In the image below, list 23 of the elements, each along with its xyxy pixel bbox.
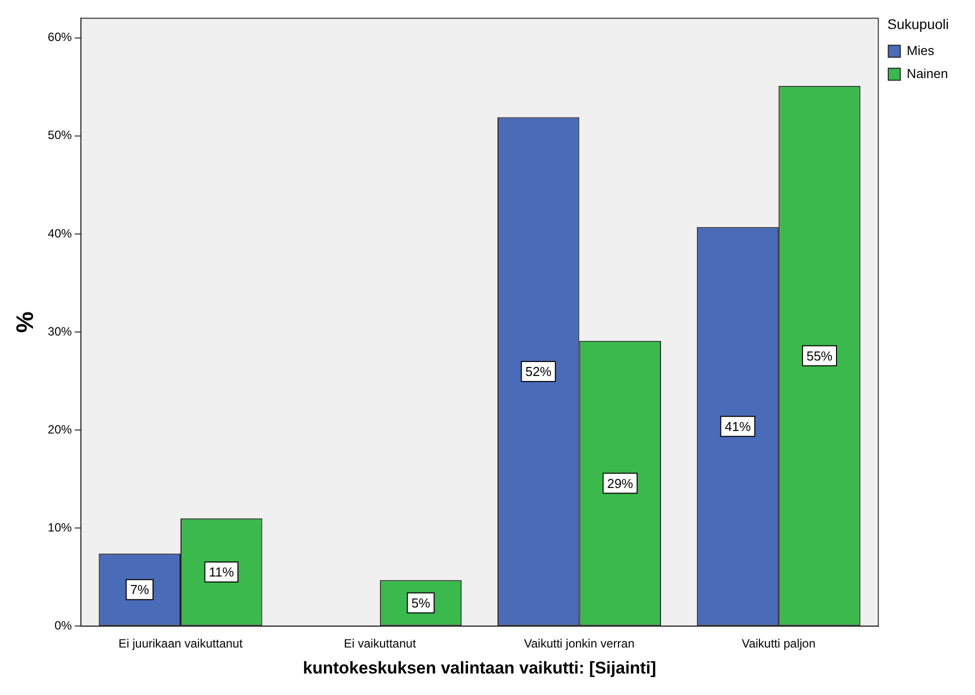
y-tick-label: 30% (48, 324, 72, 338)
data-label: 55% (806, 348, 833, 364)
x-tick-label: Vaikutti jonkin verran (524, 636, 634, 651)
legend-label: Mies (906, 42, 935, 58)
x-tick-label: Ei vaikuttanut (344, 636, 417, 651)
data-label: 7% (130, 582, 150, 598)
y-tick-label: 60% (48, 30, 72, 44)
y-tick-label: 0% (54, 618, 72, 633)
data-label: 29% (607, 476, 634, 491)
data-label: 5% (411, 595, 431, 610)
y-tick-label: 20% (48, 422, 72, 436)
legend-title: Sukupuoli (887, 16, 949, 32)
data-label: 41% (724, 418, 752, 434)
x-tick-label: Vaikutti paljon (742, 636, 816, 651)
x-tick-label: Ei juurikaan vaikuttanut (118, 636, 244, 651)
y-tick-label: 10% (48, 520, 72, 534)
y-tick-label: 50% (48, 128, 72, 142)
legend-label: Nainen (906, 66, 948, 81)
data-label: 11% (208, 564, 234, 580)
x-axis-title: kuntokeskuksen valintaan vaikutti: [Sijainti] (302, 658, 656, 678)
y-tick-label: 40% (48, 226, 72, 240)
data-label: 52% (525, 364, 552, 380)
y-axis-title: % (12, 312, 40, 333)
